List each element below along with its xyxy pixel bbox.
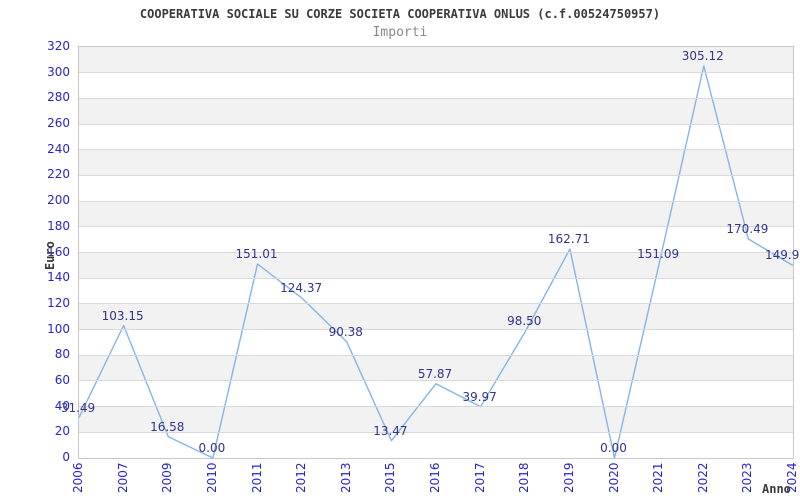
point-label: 151.01: [235, 247, 278, 262]
point-label: 151.09: [637, 246, 680, 261]
x-tick-label: 2021: [651, 462, 666, 493]
y-axis-title: Euro: [43, 241, 57, 270]
y-tick-label: 260: [47, 116, 70, 131]
point-label: 162.71: [547, 232, 590, 247]
plot-area: [78, 46, 794, 459]
y-tick-label: 160: [47, 244, 70, 259]
x-tick-label: 2012: [294, 462, 309, 493]
x-tick-label: 2020: [606, 462, 621, 493]
gridline: [79, 200, 793, 202]
x-tick-label: 2016: [428, 462, 442, 493]
x-tick-label: 2011: [249, 462, 264, 493]
point-label: 149.9: [765, 248, 800, 263]
x-tick-label: 2019: [561, 462, 576, 493]
gridline: [79, 123, 793, 125]
point-label: 103.15: [101, 308, 144, 323]
chart-title: COOPERATIVA SOCIALE SU CORZE SOCIETA COO…: [139, 7, 661, 21]
point-label: 0.00: [198, 441, 226, 455]
x-tick-label: 2007: [115, 462, 130, 493]
y-tick-label: 0: [62, 450, 70, 464]
gridline: [79, 303, 793, 305]
y-tick-label: 100: [47, 321, 70, 336]
gridline: [79, 72, 793, 74]
x-tick-label: 2010: [204, 462, 219, 493]
y-tick-label: 320: [47, 39, 70, 53]
gridline: [79, 226, 793, 228]
gridline: [79, 380, 793, 382]
y-tick-label: 200: [47, 193, 70, 208]
y-tick-label: 80: [54, 347, 70, 362]
point-label: 90.38: [328, 324, 363, 339]
gridline: [79, 252, 793, 253]
y-tick-label: 280: [47, 90, 70, 105]
point-label: 16.58: [150, 419, 185, 434]
x-tick-label: 2013: [338, 462, 353, 493]
gridline: [79, 354, 793, 356]
point-label: 0.00: [600, 441, 627, 455]
importi-line: [78, 65, 794, 459]
x-tick-label: 2023: [740, 462, 755, 493]
gridline: [79, 431, 793, 433]
x-tick-label: 2018: [517, 462, 532, 493]
y-tick-label: 60: [54, 372, 70, 387]
point-label: 124.37: [280, 281, 323, 296]
x-tick-label: 2015: [383, 462, 398, 493]
gridline: [79, 277, 793, 279]
point-label: 13.47: [373, 423, 408, 438]
y-tick-label: 300: [47, 64, 70, 79]
line-series: [78, 65, 794, 459]
point-label: 170.49: [726, 222, 769, 237]
gridline: [79, 97, 793, 99]
x-tick-label: 2017: [472, 462, 487, 493]
gridline: [79, 149, 793, 151]
y-tick-label: 120: [47, 295, 70, 310]
chart-subtitle: Importi: [372, 25, 428, 40]
y-tick-label: 240: [47, 141, 70, 156]
y-tick-label: 220: [47, 167, 70, 182]
y-tick-label: 40: [54, 398, 70, 413]
x-tick-label: 2022: [695, 462, 710, 493]
x-tick-label: 2006: [71, 462, 85, 493]
point-label: 98.50: [507, 314, 542, 329]
gridline: [79, 174, 793, 176]
y-tick-label: 180: [47, 218, 70, 233]
point-label: 39.97: [462, 389, 497, 404]
x-axis-title: Anno: [762, 482, 791, 496]
point-label: 31.49: [60, 400, 96, 415]
gridline: [79, 406, 793, 408]
y-tick-label: 140: [47, 270, 70, 285]
point-label: 305.12: [681, 49, 724, 64]
gridline: [79, 329, 793, 331]
y-tick-label: 20: [54, 424, 70, 439]
point-label: 57.87: [417, 366, 453, 381]
x-tick-label: 2009: [160, 462, 175, 493]
